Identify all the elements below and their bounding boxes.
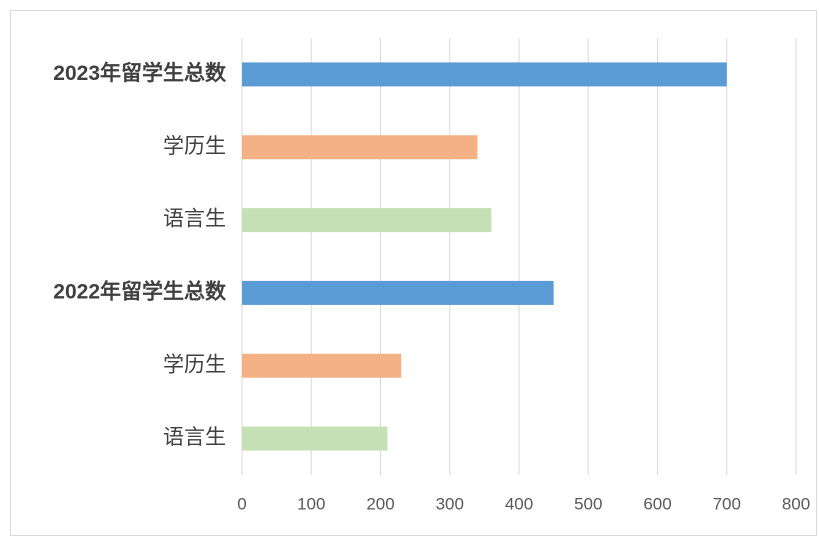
x-tick-label: 300 bbox=[436, 494, 464, 513]
bar bbox=[242, 62, 727, 87]
x-tick-label: 700 bbox=[713, 494, 741, 513]
y-tick-label: 语言生 bbox=[163, 208, 226, 231]
y-tick-label: 2022年留学生总数 bbox=[53, 279, 227, 303]
x-tick-label: 0 bbox=[237, 494, 246, 513]
x-tick-label: 100 bbox=[297, 494, 325, 513]
bar bbox=[242, 208, 492, 233]
bar bbox=[242, 426, 388, 451]
x-tick-label: 400 bbox=[505, 494, 533, 513]
x-tick-label: 600 bbox=[643, 494, 671, 513]
bar bbox=[242, 280, 554, 305]
y-tick-label: 学历生 bbox=[163, 135, 226, 158]
bar bbox=[242, 353, 402, 378]
y-tick-label: 学历生 bbox=[163, 353, 226, 376]
y-tick-label: 语言生 bbox=[163, 426, 226, 449]
x-tick-label: 800 bbox=[782, 494, 810, 513]
x-tick-label: 500 bbox=[574, 494, 602, 513]
y-tick-label: 2023年留学生总数 bbox=[53, 61, 227, 85]
chart-border bbox=[10, 10, 817, 536]
bar bbox=[242, 135, 478, 160]
x-tick-label: 200 bbox=[366, 494, 394, 513]
